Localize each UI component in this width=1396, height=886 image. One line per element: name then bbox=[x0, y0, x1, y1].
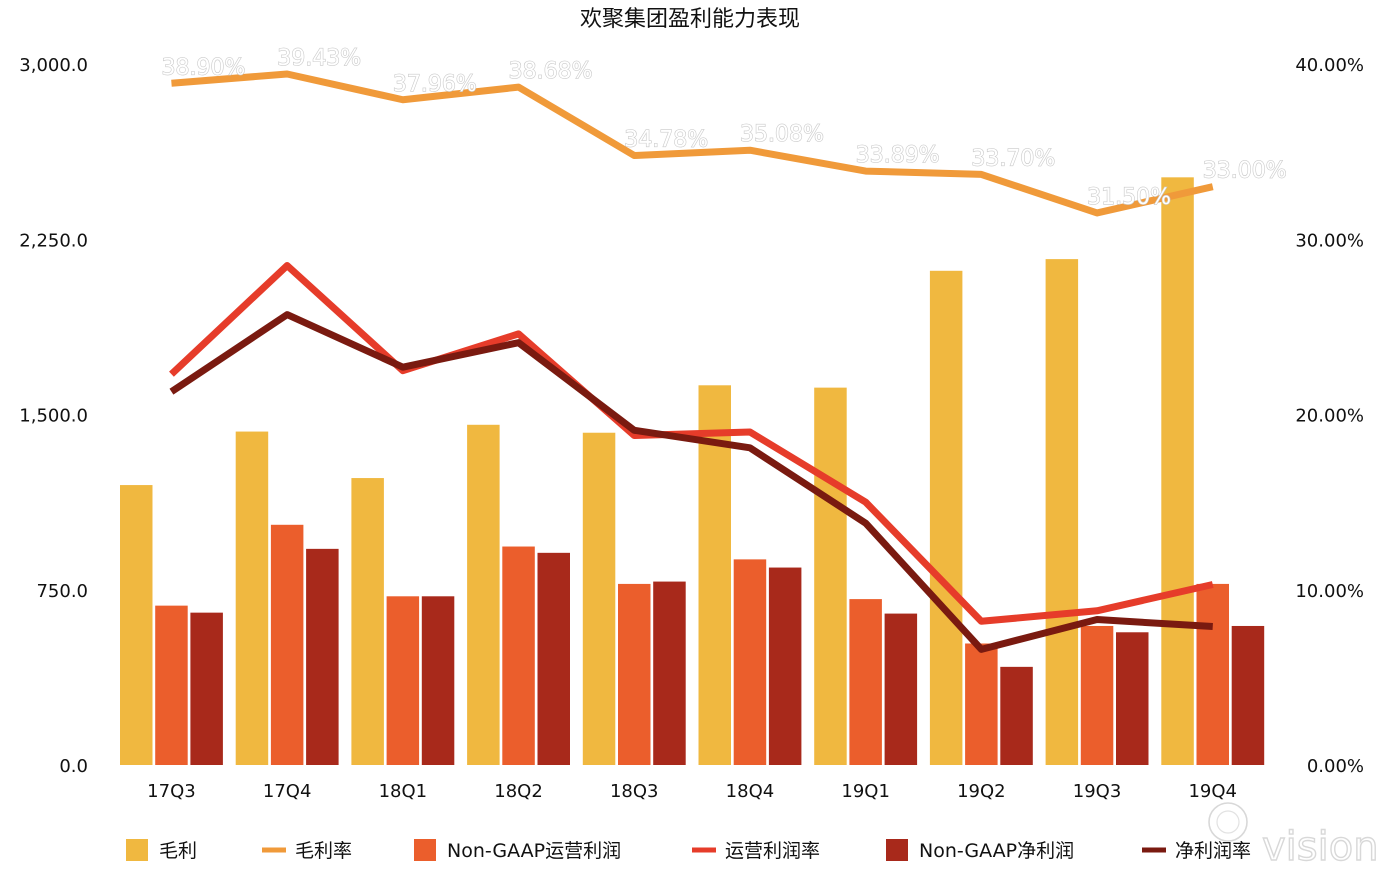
x-tick-label: 17Q3 bbox=[147, 781, 196, 802]
gross-margin-data-label: 34.78% bbox=[624, 127, 708, 152]
y-right-tick-label: 40.00% bbox=[1295, 55, 1364, 76]
y-left-tick-label: 0.0 bbox=[59, 756, 88, 777]
line-净利润率 bbox=[169, 311, 1213, 653]
x-tick-label: 19Q1 bbox=[841, 781, 890, 802]
bar-Non-GAAP净利润 bbox=[768, 567, 802, 765]
x-tick-label: 18Q1 bbox=[379, 781, 428, 802]
bar-Non-GAAP净利润 bbox=[537, 552, 570, 765]
x-tick-label: 18Q3 bbox=[610, 781, 659, 802]
y-right-tick-label: 0.00% bbox=[1307, 756, 1364, 777]
legend-label: 毛利 bbox=[159, 840, 197, 862]
bar-毛利 bbox=[814, 387, 847, 765]
gross-margin-data-label: 37.96% bbox=[393, 72, 477, 97]
y-left-tick-label: 2,250.0 bbox=[19, 230, 88, 251]
legend-label: 运营利润率 bbox=[725, 840, 820, 862]
x-tick-label: 19Q4 bbox=[1188, 781, 1237, 802]
bar-Non-GAAP运营利润 bbox=[386, 596, 420, 765]
y-right-tick-label: 30.00% bbox=[1295, 230, 1364, 251]
x-tick-label: 19Q3 bbox=[1073, 781, 1122, 802]
gross-margin-data-label: 31.50% bbox=[1087, 185, 1171, 210]
y-left-tick-label: 750.0 bbox=[36, 581, 88, 602]
legend: 毛利 毛利率 Non-GAAP运营利润 运营利润率 Non-GAAP净利润 净利润率 bbox=[126, 839, 1251, 862]
gross-margin-data-label: 33.70% bbox=[971, 146, 1055, 171]
gross-margin-data-label: 33.89% bbox=[856, 143, 940, 168]
legend-swatch-bar bbox=[414, 839, 436, 861]
bar-毛利 bbox=[235, 431, 269, 765]
bar-Non-GAAP净利润 bbox=[884, 613, 918, 765]
rate-labels-group: 38.90% 39.43% 37.96% 38.68% 34.78% 35.08% 33.8… bbox=[161, 45, 1287, 210]
legend-label: 净利润率 bbox=[1175, 840, 1251, 862]
bar-Non-GAAP运营利润 bbox=[965, 643, 998, 765]
bar-毛利 bbox=[351, 478, 384, 765]
line-毛利率 bbox=[171, 70, 1214, 217]
bar-Non-GAAP净利润 bbox=[190, 612, 223, 765]
bar-Non-GAAP运营利润 bbox=[733, 559, 767, 765]
bar-Non-GAAP运营利润 bbox=[270, 524, 304, 765]
x-tick-label: 19Q2 bbox=[957, 781, 1006, 802]
bar-毛利 bbox=[929, 270, 963, 765]
bar-Non-GAAP运营利润 bbox=[1196, 583, 1229, 765]
line-运营利润率 bbox=[169, 262, 1214, 625]
bar-Non-GAAP净利润 bbox=[653, 581, 686, 765]
gross-margin-data-label: 38.90% bbox=[162, 55, 246, 80]
bar-Non-GAAP运营利润 bbox=[1080, 625, 1114, 765]
legend-label: Non-GAAP净利润 bbox=[919, 840, 1074, 862]
x-tick-label: 18Q4 bbox=[726, 781, 775, 802]
bar-Non-GAAP净利润 bbox=[421, 596, 455, 765]
watermark: vision bbox=[1208, 802, 1379, 871]
y-right-tick-label: 20.00% bbox=[1295, 406, 1364, 427]
watermark-text: vision bbox=[1262, 824, 1379, 870]
bar-Non-GAAP净利润 bbox=[1000, 666, 1033, 765]
bar-毛利 bbox=[467, 424, 500, 765]
gross-margin-data-label: 33.00% bbox=[1203, 159, 1287, 184]
legend-label: 毛利率 bbox=[295, 840, 352, 862]
bar-Non-GAAP净利润 bbox=[306, 548, 339, 765]
bar-毛利 bbox=[1161, 177, 1194, 765]
bars-group bbox=[120, 177, 1265, 765]
bar-Non-GAAP运营利润 bbox=[155, 605, 188, 765]
bar-Non-GAAP运营利润 bbox=[849, 599, 882, 765]
x-tick-label: 17Q4 bbox=[263, 781, 312, 802]
x-tick-label: 18Q2 bbox=[494, 781, 543, 802]
legend-label: Non-GAAP运营利润 bbox=[447, 840, 621, 862]
bar-毛利 bbox=[582, 432, 616, 765]
watermark-logo-icon bbox=[1208, 802, 1248, 842]
bar-Non-GAAP净利润 bbox=[1231, 625, 1265, 765]
bar-Non-GAAP运营利润 bbox=[502, 546, 535, 765]
axes-group: 0.0 750.0 1,500.0 2,250.0 3,000.0 0.00% 10.00%… bbox=[19, 55, 1364, 802]
bar-Non-GAAP运营利润 bbox=[618, 583, 651, 765]
lines-group bbox=[169, 70, 1214, 653]
bar-毛利 bbox=[1045, 259, 1079, 765]
legend-swatch-bar bbox=[886, 839, 908, 861]
gross-margin-data-label: 39.43% bbox=[277, 46, 361, 71]
bar-毛利 bbox=[120, 485, 153, 765]
y-right-tick-label: 10.00% bbox=[1295, 581, 1364, 602]
y-left-tick-label: 3,000.0 bbox=[19, 55, 88, 76]
chart-title: 欢聚集团盈利能力表现 bbox=[580, 7, 800, 32]
gross-margin-data-label: 38.68% bbox=[509, 59, 593, 84]
bar-毛利 bbox=[698, 385, 731, 765]
y-left-tick-label: 1,500.0 bbox=[19, 406, 88, 427]
gross-margin-data-label: 35.08% bbox=[740, 122, 824, 147]
bar-Non-GAAP净利润 bbox=[1116, 632, 1149, 765]
legend-swatch-bar bbox=[126, 839, 148, 861]
